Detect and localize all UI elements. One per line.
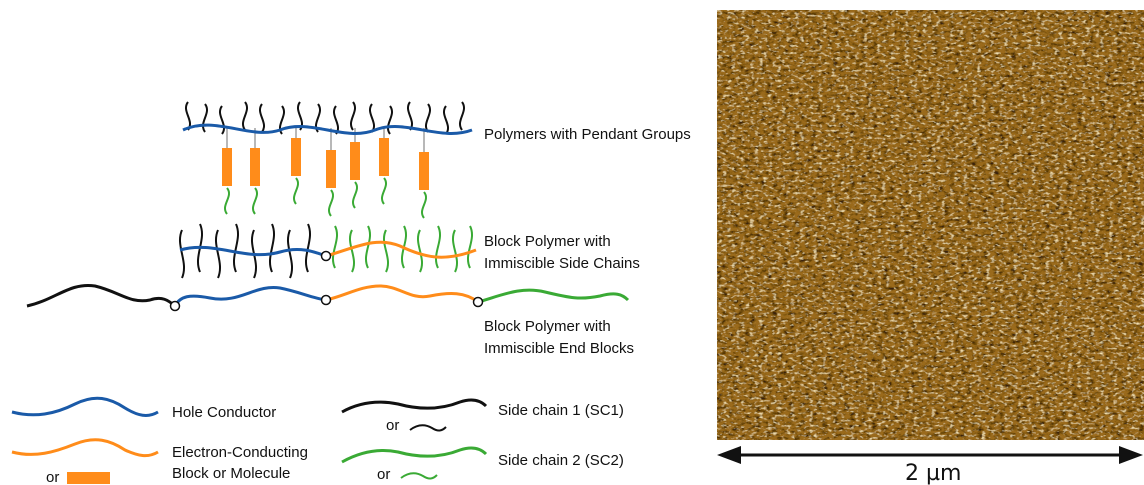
- legend: Hole Conductor Electron-Conducting Block…: [11, 396, 624, 485]
- pendant-polymer: Polymers with Pendant Groups: [182, 101, 691, 219]
- pendant-side-chain-green: [328, 189, 334, 217]
- block-side-chain-green: [349, 229, 355, 273]
- pendant-side-chain-green: [352, 181, 358, 209]
- legend-side2-label: Side chain 2 (SC2): [498, 452, 624, 469]
- legend-electron-or: or: [46, 469, 59, 485]
- legend-electron-label-2: Block or Molecule: [172, 465, 290, 482]
- block-side-chain-black: [305, 223, 311, 273]
- pendant-side-chain-green: [421, 191, 427, 219]
- pendant-group-rect: [250, 148, 260, 186]
- label-block-side-line2: Immiscible Side Chains: [484, 255, 640, 272]
- legend-side1-or: or: [386, 417, 399, 434]
- block-side-chain-green: [417, 229, 423, 273]
- pendant-side-chain-black: [425, 103, 431, 133]
- pendant-side-chain-black: [407, 101, 413, 131]
- legend-hole-label: Hole Conductor: [172, 404, 276, 421]
- block-side-electron-block: [325, 240, 477, 259]
- block-side-chain-green: [365, 225, 371, 269]
- block-side-chain-black: [269, 223, 275, 273]
- pendant-group-rect: [291, 138, 301, 176]
- block-side-chain-green: [332, 225, 338, 269]
- pendant-group-rect: [419, 152, 429, 190]
- pendant-side-chain-green: [381, 177, 387, 205]
- legend-side2-or: or: [377, 466, 390, 483]
- scale-arrow-left: [717, 446, 741, 464]
- pendant-side-chain-black: [279, 105, 285, 135]
- end-junction-1: [169, 300, 181, 312]
- label-pendant: Polymers with Pendant Groups: [484, 126, 691, 143]
- end-junction-2: [320, 294, 332, 306]
- legend-side2-swatch: [341, 446, 488, 464]
- label-block-end-line2: Immiscible End Blocks: [484, 340, 634, 357]
- legend-side1-short-swatch: [409, 424, 447, 432]
- legend-hole-swatch: [11, 396, 159, 417]
- label-block-end-line1: Block Polymer with: [484, 318, 611, 335]
- pendant-side-chain-black: [242, 101, 248, 131]
- label-block-side-line1: Block Polymer with: [484, 233, 611, 250]
- pendant-backbone: [182, 123, 473, 135]
- pendant-group-rect: [222, 148, 232, 186]
- pendant-side-chain-black: [387, 105, 393, 135]
- legend-side-chain-2: Side chain 2 (SC2) or: [341, 446, 624, 483]
- block-side-polymer: Block Polymer with Immiscible Side Chain…: [179, 223, 640, 279]
- pendant-side-chain-black: [350, 101, 356, 131]
- pendant-group-rect: [379, 138, 389, 176]
- pendant-side-chain-green: [293, 177, 299, 205]
- block-side-hole-block: [179, 245, 327, 258]
- block-end-polymer: Block Polymer with Immiscible End Blocks: [26, 283, 634, 357]
- pendant-side-chain-black: [459, 101, 465, 131]
- pendant-groups: [222, 138, 429, 190]
- block-side-chain-green: [435, 225, 441, 269]
- end-block-side2: [477, 288, 630, 304]
- block-side-green-chains: [332, 225, 473, 273]
- legend-electron-conductor: Electron-Conducting Block or Molecule or: [11, 438, 308, 485]
- legend-side2-short-swatch: [400, 472, 438, 480]
- legend-side1-label: Side chain 1 (SC1): [498, 402, 624, 419]
- pendant-side-chain-black: [369, 103, 375, 133]
- legend-electron-label-1: Electron-Conducting: [172, 444, 308, 461]
- pendant-group-rect: [350, 142, 360, 180]
- end-block-side1: [26, 283, 176, 308]
- scale-bar-label: 2 µm: [905, 461, 961, 485]
- pendant-side-chain-green: [224, 187, 230, 215]
- pendant-group-rect: [326, 150, 336, 188]
- block-side-chain-black: [233, 223, 239, 273]
- block-side-chain-green: [452, 229, 458, 273]
- pendant-side-chain-green: [252, 187, 258, 215]
- block-side-chain-black: [215, 229, 221, 279]
- pendant-side-chain-black: [185, 101, 191, 131]
- afm-image: [717, 10, 1144, 440]
- pendant-side-chain-black: [443, 105, 449, 135]
- legend-electron-swatch: [11, 438, 159, 458]
- legend-hole-conductor: Hole Conductor: [11, 396, 276, 421]
- block-side-chain-black: [287, 229, 293, 279]
- legend-electron-rect-swatch: [67, 472, 110, 484]
- block-side-junction: [320, 250, 332, 262]
- legend-side1-swatch: [341, 398, 488, 414]
- pendant-side-chain-black: [259, 103, 265, 133]
- end-block-electron: [325, 284, 479, 304]
- block-side-chain-green: [467, 225, 473, 269]
- legend-side-chain-1: Side chain 1 (SC1) or: [341, 398, 624, 434]
- scale-bar: 2 µm: [717, 446, 1143, 485]
- block-side-chain-green: [383, 229, 389, 273]
- pendant-side-chain-black: [202, 103, 208, 133]
- scale-arrow-right: [1119, 446, 1143, 464]
- pendant-green-side-chains: [224, 177, 427, 219]
- block-side-chain-black: [179, 229, 185, 279]
- afm-texture: [717, 10, 1144, 440]
- pendant-side-chain-black: [219, 105, 225, 135]
- end-block-hole: [173, 285, 327, 307]
- end-junction-3: [472, 296, 484, 308]
